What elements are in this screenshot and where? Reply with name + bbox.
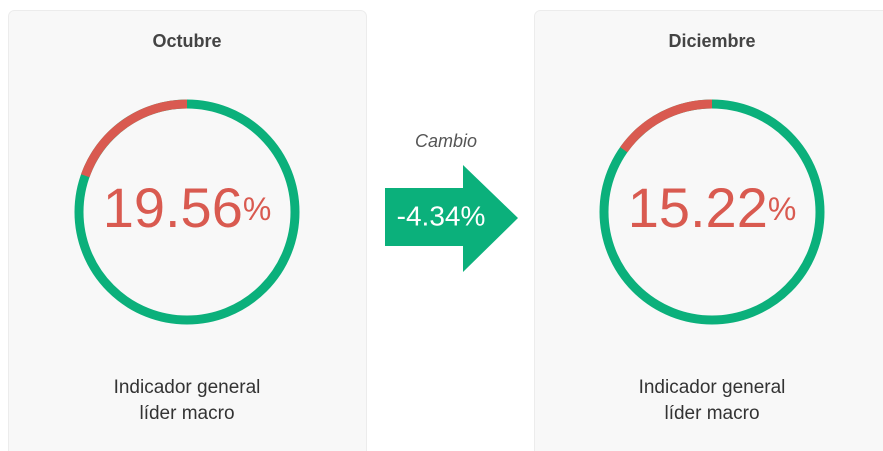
caption: Indicador general [639, 377, 786, 398]
ring-arc [620, 99, 713, 153]
value-text: 19.56% [103, 176, 272, 239]
caption: Indicador general [114, 377, 261, 398]
card-title: Octubre [152, 31, 221, 51]
card-title: Diciembre [668, 31, 755, 51]
value-text: 15.22% [628, 176, 797, 239]
card [534, 10, 883, 451]
caption: líder macro [664, 403, 759, 424]
card [8, 10, 367, 451]
caption: líder macro [139, 403, 234, 424]
value-unit: % [243, 191, 271, 227]
value-number: 19.56 [103, 176, 243, 239]
value-number: 15.22 [628, 176, 768, 239]
ring-arc [81, 99, 188, 178]
change-value: -4.34% [397, 200, 486, 231]
change-arrow [385, 165, 518, 272]
change-label: Cambio [415, 131, 477, 151]
value-unit: % [768, 191, 796, 227]
